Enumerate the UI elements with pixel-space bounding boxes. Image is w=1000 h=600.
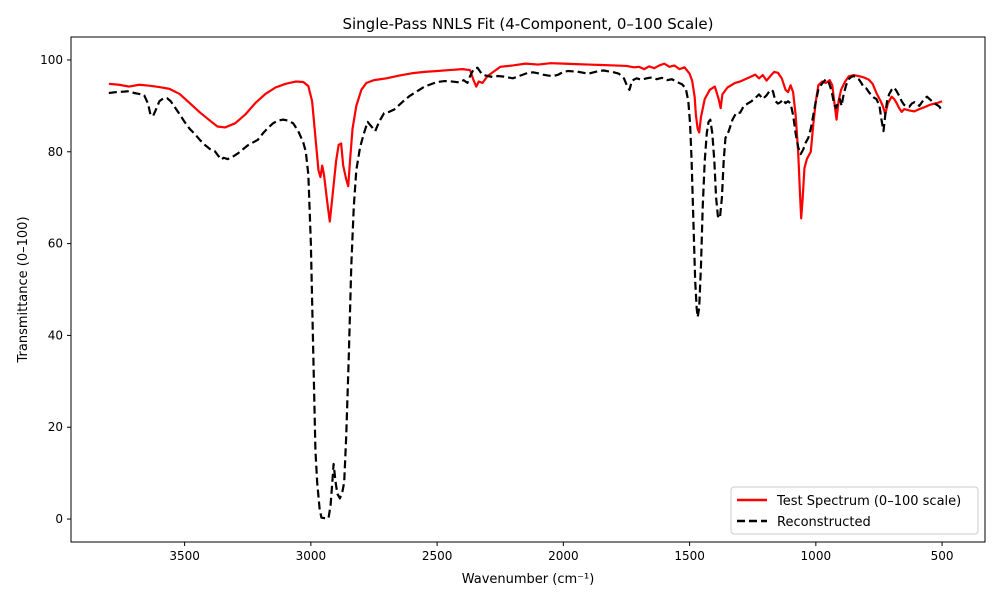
- x-tick-label: 2000: [548, 549, 579, 563]
- x-axis-title: Wavenumber (cm⁻¹): [462, 572, 595, 587]
- x-tick-label: 1500: [674, 549, 705, 563]
- legend-box: [730, 486, 979, 535]
- x-tick-label: 3500: [169, 549, 200, 563]
- x-tick-label: 2500: [422, 549, 453, 563]
- series-line-reconstructed: [108, 66, 944, 520]
- y-tick-label: 0: [55, 512, 63, 526]
- x-tick-label: 1000: [801, 549, 832, 563]
- y-tick-label: 100: [40, 53, 63, 67]
- x-axis: 3500 3000 2500 2000 1500 1000 500: [169, 542, 954, 563]
- legend: Test Spectrum (0–100 scale) Reconstructe…: [730, 486, 979, 535]
- x-tick-label: 3000: [296, 549, 327, 563]
- legend-label-reconstructed: Reconstructed: [777, 515, 871, 530]
- series-layer: [108, 62, 944, 520]
- plot-area: [70, 36, 986, 543]
- y-tick-label: 60: [48, 237, 63, 251]
- x-tick-label: 500: [931, 549, 954, 563]
- chart-title: Single-Pass NNLS Fit (4-Component, 0–100…: [342, 15, 713, 33]
- y-axis-title: Transmittance (0–100): [16, 216, 31, 363]
- y-axis: 0 20 40 60 80 100: [40, 53, 71, 526]
- y-tick-label: 80: [48, 145, 63, 159]
- y-tick-label: 20: [48, 420, 63, 434]
- series-line-test-spectrum-0-100-scale: [108, 62, 943, 223]
- y-tick-label: 40: [48, 328, 63, 342]
- legend-label-test-spectrum: Test Spectrum (0–100 scale): [776, 494, 961, 509]
